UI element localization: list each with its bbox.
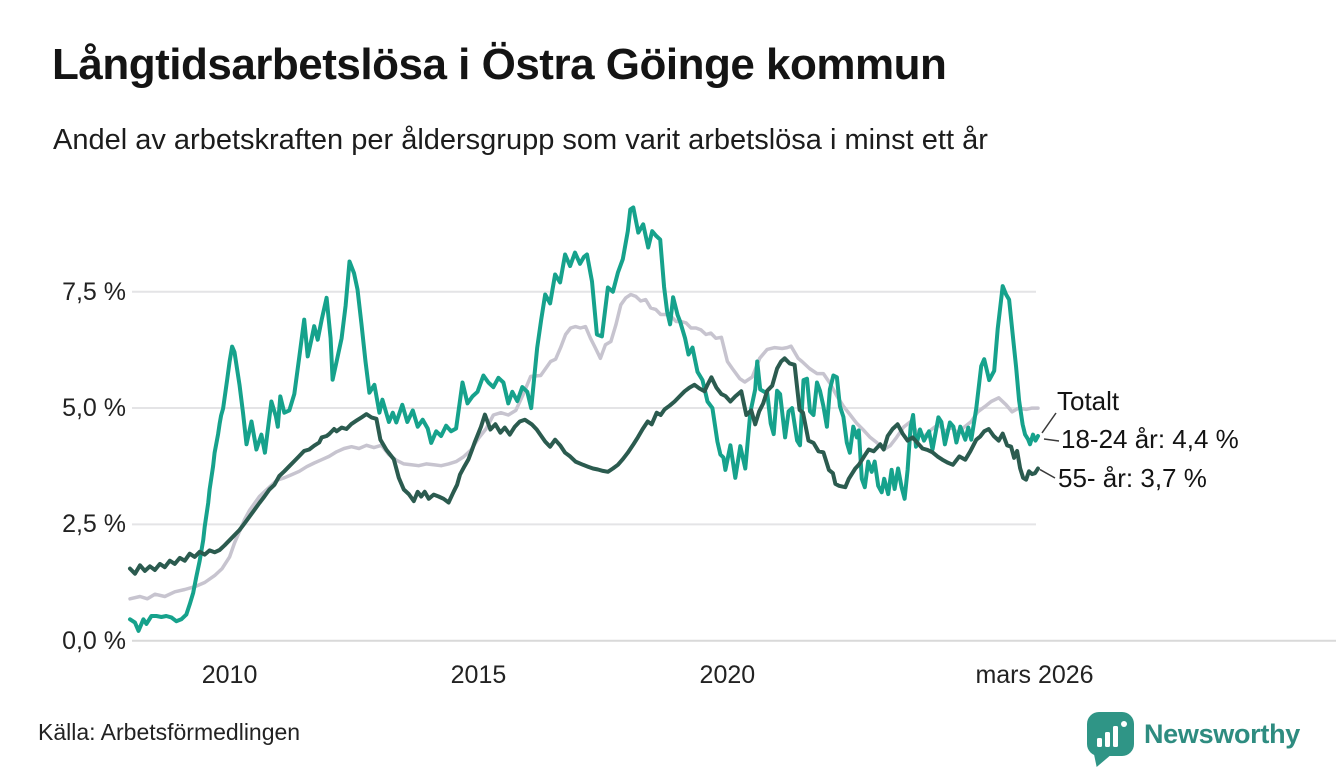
x-tick-label: mars 2026 — [975, 661, 1094, 689]
logo-exclamation-dot-icon — [1120, 721, 1127, 727]
x-tick-label: 2015 — [450, 661, 507, 689]
logo-bar-icon — [1096, 738, 1102, 747]
logo-bar-icon — [1104, 732, 1110, 747]
y-tick-label: 0,0 % — [62, 626, 126, 655]
page-title: Långtidsarbetslösa i Östra Göinge kommun — [52, 40, 947, 89]
label-leader-line — [1039, 468, 1056, 479]
y-tick-label: 5,0 % — [62, 394, 126, 423]
newsworthy-logo-icon — [1086, 712, 1134, 767]
series-line-young — [128, 205, 1040, 633]
series-line-old — [128, 356, 1040, 576]
brand-wordmark: Newsworthy — [1143, 718, 1300, 749]
series-label-55: 55- år: 3,7 % — [1058, 463, 1207, 493]
label-leader-line — [1043, 438, 1060, 442]
page-subtitle: Andel av arbetskraften per åldersgrupp s… — [53, 124, 988, 156]
series-label-totalt: Totalt — [1057, 386, 1120, 416]
y-tick-label: 7,5 % — [62, 277, 126, 306]
logo-bar-icon — [1112, 726, 1118, 747]
x-tick-label: 2010 — [201, 661, 258, 689]
series-label-18-24: 18-24 år: 4,4 % — [1061, 424, 1239, 454]
source-note: Källa: Arbetsförmedlingen — [38, 719, 301, 745]
speech-bubble-icon — [1086, 712, 1134, 756]
label-leader-line — [1041, 412, 1057, 434]
x-tick-label: 2020 — [699, 661, 756, 689]
newsworthy-brand: Newsworthy — [1086, 706, 1300, 767]
y-tick-label: 2,5 % — [62, 510, 126, 539]
